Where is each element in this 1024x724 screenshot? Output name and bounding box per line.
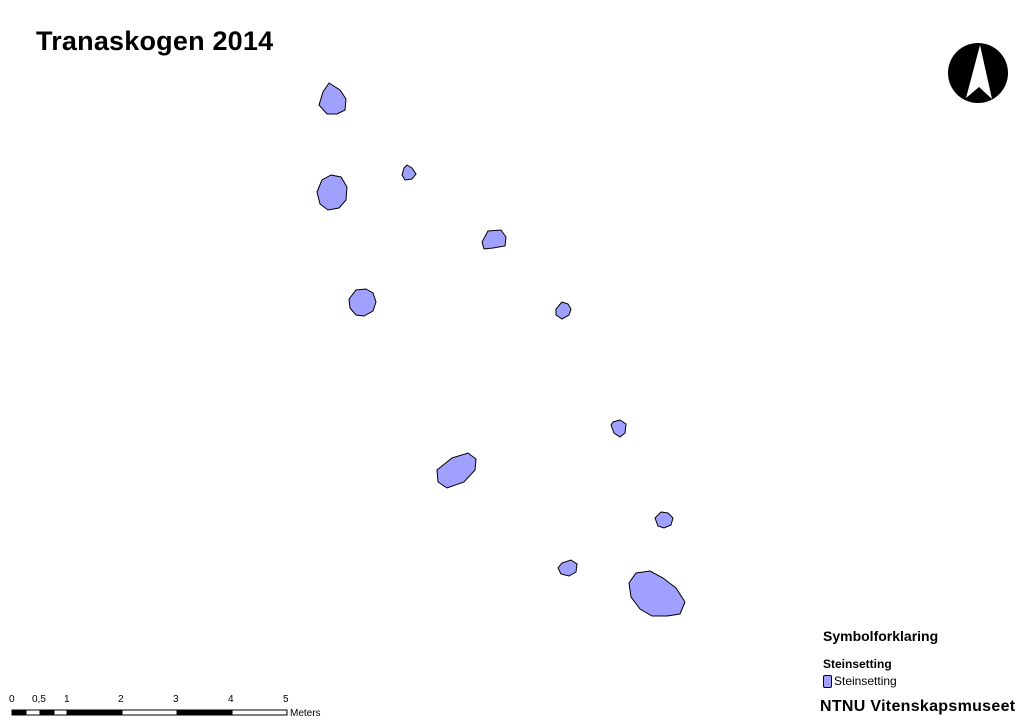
legend-item: Steinsetting (823, 674, 938, 688)
stone-setting-5[interactable] (348, 288, 377, 317)
legend-title: Symbolforklaring (823, 628, 939, 644)
legend-group-heading: Steinsetting (823, 657, 892, 671)
stone-setting-3[interactable] (316, 174, 348, 211)
north-arrow-icon (948, 43, 1008, 103)
scale-bar: 0 0,5 1 2 3 4 5 Meters (9, 694, 321, 719)
stone-setting-6[interactable] (555, 301, 572, 320)
scale-tick-4: 4 (228, 694, 234, 705)
scale-tick-2: 2 (118, 694, 124, 705)
stone-setting-9[interactable] (654, 511, 674, 529)
stone-setting-7[interactable] (610, 419, 627, 438)
scale-tick-1: 1 (64, 694, 70, 705)
legend-swatch (823, 674, 832, 688)
scale-tick-3: 3 (173, 694, 179, 705)
stone-setting-8[interactable] (436, 452, 477, 489)
legend: Symbolforklaring Steinsetting Steinsetti… (823, 628, 938, 688)
scale-tick-0: 0 (9, 694, 15, 705)
stone-setting-10[interactable] (557, 559, 578, 577)
map-canvas (316, 82, 686, 617)
stone-setting-4[interactable] (481, 229, 507, 250)
scale-tick-0-5: 0,5 (32, 694, 46, 705)
map-title: Tranaskogen 2014 (36, 26, 274, 56)
scale-tick-5: 5 (283, 694, 289, 705)
credit-text: NTNU Vitenskapsmuseet (820, 698, 1016, 715)
scale-unit: Meters (290, 708, 321, 719)
legend-item-label: Steinsetting (834, 674, 897, 688)
stone-setting-2[interactable] (401, 164, 417, 181)
stone-setting-11[interactable] (628, 570, 686, 617)
stone-setting-1[interactable] (318, 82, 347, 115)
